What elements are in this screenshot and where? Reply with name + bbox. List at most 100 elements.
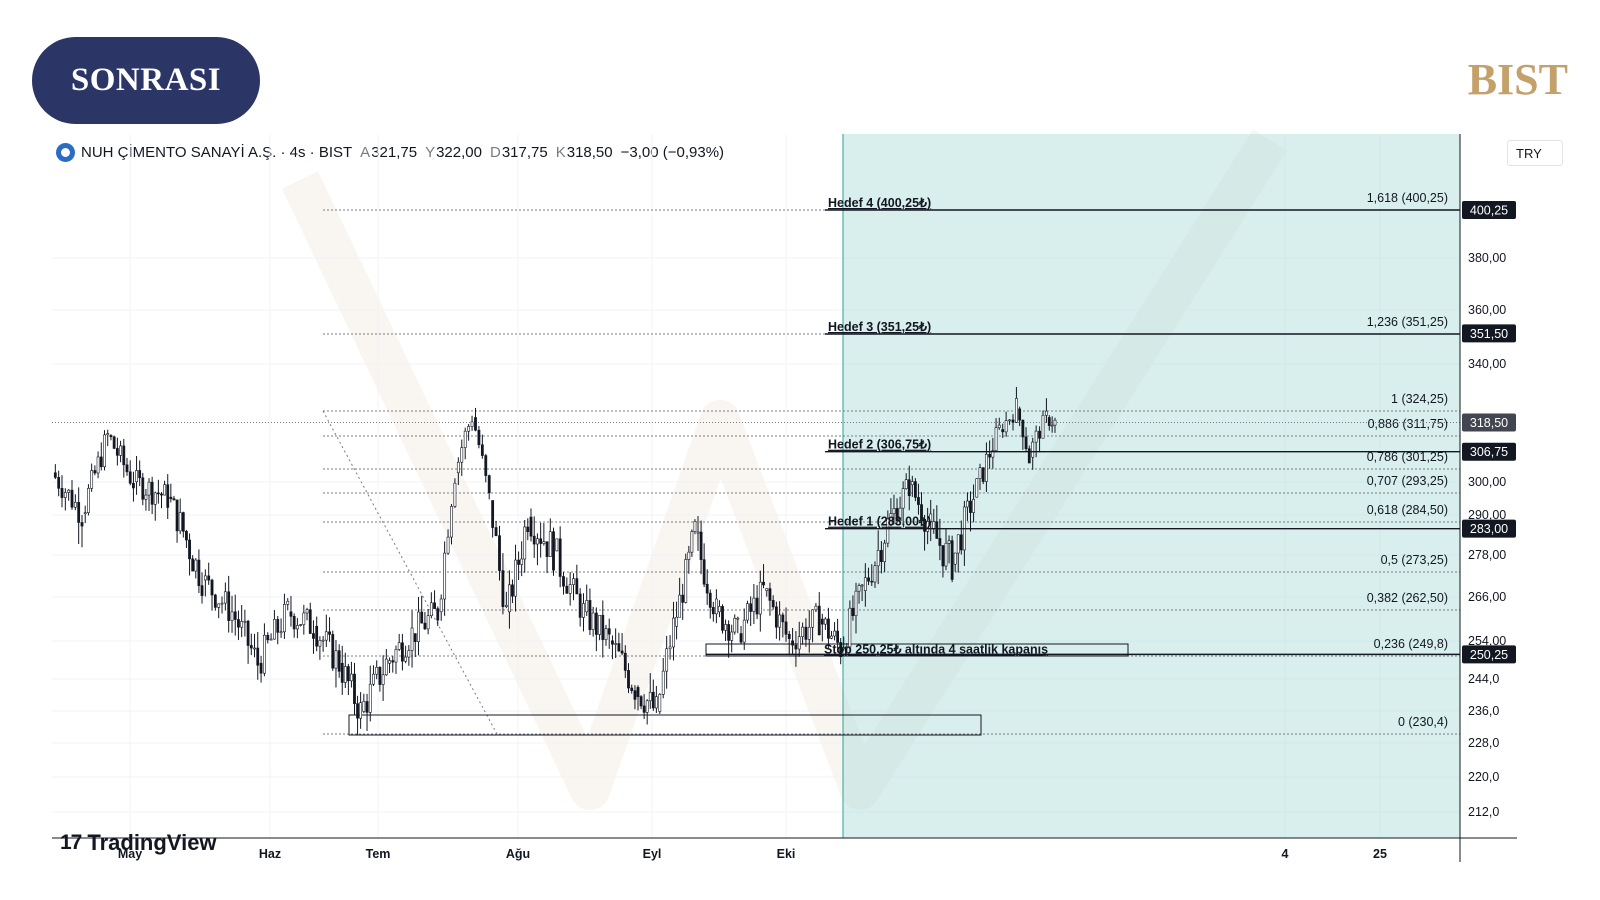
candle-217	[752, 584, 756, 625]
x-tick-label-3: Ağu	[506, 847, 530, 861]
svg-text:400,25: 400,25	[1470, 204, 1508, 218]
candle-72	[286, 598, 290, 611]
candle-6	[73, 494, 77, 511]
candle-213	[739, 625, 743, 645]
candle-13	[96, 451, 100, 479]
candle-7	[77, 487, 81, 545]
candle-172	[611, 635, 614, 660]
candle-168	[598, 614, 601, 641]
candle-243	[836, 618, 840, 653]
candle-195	[684, 553, 688, 604]
candle-300	[1015, 387, 1018, 423]
candle-124	[453, 478, 457, 509]
candle-26	[138, 460, 142, 487]
svg-text:306,75: 306,75	[1470, 445, 1508, 459]
candle-297	[1004, 411, 1008, 437]
candle-298	[1008, 419, 1011, 425]
stop-zone-box	[705, 643, 1129, 657]
candle-219	[758, 570, 762, 632]
y-tick-label-5: 278,00	[1468, 548, 1506, 562]
candle-128	[467, 424, 471, 441]
candle-103	[384, 649, 388, 676]
candle-231	[797, 621, 801, 657]
candle-258	[883, 539, 887, 573]
tradingview-logo: 17 TradingView	[60, 830, 217, 856]
svg-text:283,00: 283,00	[1470, 522, 1508, 536]
candle-220	[762, 564, 765, 589]
svg-text:250,25: 250,25	[1470, 648, 1508, 662]
candle-61	[249, 633, 253, 656]
candle-163	[582, 593, 585, 632]
fib-label-4: 0,786 (301,25)	[1367, 450, 1448, 464]
y-tick-label-2: 340,00	[1468, 357, 1506, 371]
candle-198	[693, 519, 697, 535]
support-zone-box	[348, 714, 982, 736]
candle-51	[217, 603, 221, 619]
candle-86	[331, 630, 335, 671]
symbol-title[interactable]: NUH ÇİMENTO SANAYİ A.Ş. · 4s · BIST	[81, 143, 353, 161]
price-badge-1: 351,50	[1462, 324, 1516, 343]
candle-199	[696, 516, 700, 551]
candle-78	[305, 607, 309, 621]
svg-text:351,50: 351,50	[1470, 327, 1508, 341]
candle-143	[517, 551, 520, 580]
candle-101	[378, 666, 382, 692]
candle-241	[830, 630, 833, 640]
candle-66	[266, 632, 270, 644]
candle-194	[681, 583, 685, 620]
candle-123	[450, 504, 453, 545]
symbol-header: NUH ÇİMENTO SANAYİ A.Ş. · 4s · BIST A 321…	[56, 142, 724, 162]
candle-152	[545, 541, 549, 573]
candle-120	[439, 594, 443, 621]
candle-283	[959, 520, 963, 555]
candle-38	[175, 499, 179, 543]
y-tick-label-3: 300,00	[1468, 475, 1506, 489]
candle-293	[991, 437, 995, 469]
candle-27	[141, 472, 145, 506]
candle-296	[1001, 423, 1005, 438]
candle-140	[508, 570, 511, 629]
candle-203	[708, 589, 712, 619]
candle-234	[807, 610, 811, 653]
candle-106	[394, 645, 398, 674]
candle-202	[705, 569, 709, 605]
y-tick-label-4: 290,00	[1468, 508, 1506, 522]
close-key: K	[555, 143, 566, 161]
candle-265	[904, 473, 908, 490]
candle-146	[526, 518, 530, 541]
candle-262	[895, 498, 899, 524]
candle-113	[417, 596, 420, 656]
candle-137	[498, 525, 501, 581]
candle-153	[548, 518, 552, 557]
currency-selector[interactable]: TRY	[1507, 140, 1563, 166]
candle-64	[259, 655, 263, 683]
candle-304	[1027, 445, 1031, 464]
candle-171	[607, 618, 611, 649]
candle-138	[501, 553, 505, 615]
candle-55	[230, 595, 234, 633]
candle-70	[279, 618, 283, 638]
candle-135	[491, 500, 495, 538]
candle-175	[620, 633, 624, 656]
candle-149	[536, 533, 539, 566]
candle-174	[617, 632, 621, 652]
candle-132	[480, 434, 484, 459]
candle-34	[163, 480, 167, 496]
candle-49	[210, 578, 214, 611]
candle-112	[413, 633, 417, 658]
candle-88	[337, 644, 341, 678]
candle-229	[791, 628, 794, 655]
candle-39	[178, 498, 182, 535]
brand-label: BIST	[1467, 55, 1568, 104]
candle-287	[972, 484, 975, 523]
y-tick-label-7: 254,00	[1468, 634, 1506, 648]
candle-151	[542, 523, 546, 546]
candle-190	[668, 635, 672, 660]
candle-126	[460, 439, 464, 476]
candle-117	[429, 592, 433, 619]
candle-192	[675, 601, 678, 640]
candle-40	[181, 511, 185, 538]
candle-98	[368, 665, 372, 722]
candle-290	[981, 467, 985, 485]
